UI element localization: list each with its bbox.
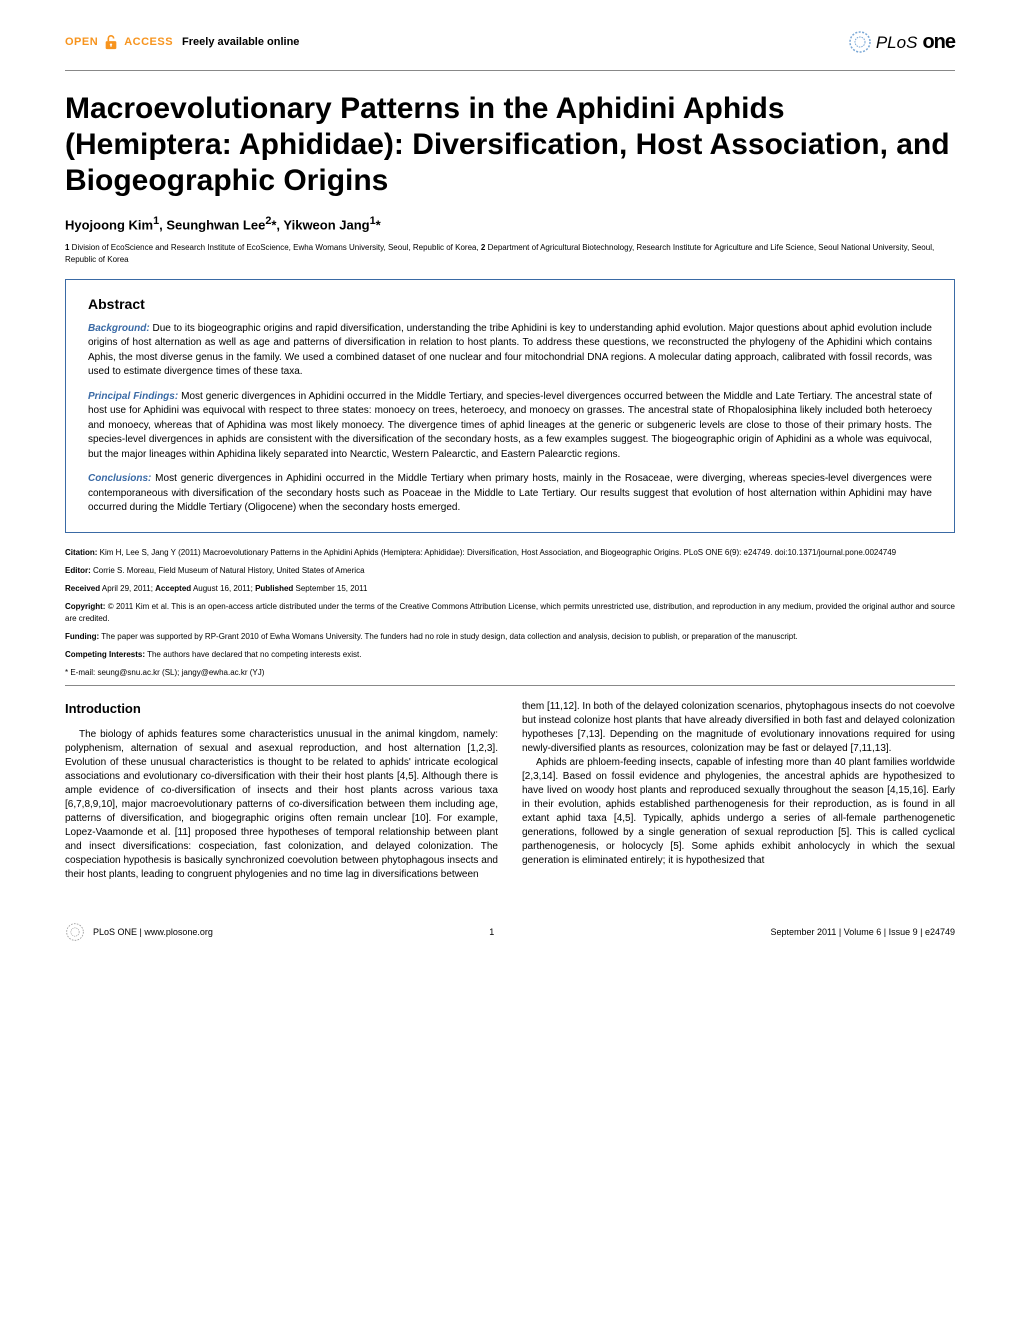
editor-label: Editor: — [65, 566, 91, 575]
abstract-heading: Abstract — [88, 296, 932, 312]
top-bar: OPEN ACCESS Freely available online — [65, 30, 955, 54]
footer-journal: PLoS ONE | www.plosone.org — [93, 927, 213, 937]
affiliation-text: Division of EcoScience and Research Inst… — [72, 243, 481, 252]
page-footer: PLoS ONE | www.plosone.org 1 September 2… — [65, 922, 955, 942]
plos-one-text: PLoS one — [876, 31, 955, 54]
citation-label: Citation: — [65, 548, 97, 557]
citation-line: Citation: Kim H, Lee S, Jang Y (2011) Ma… — [65, 547, 955, 559]
affiliation-number: 1 — [65, 243, 72, 252]
abstract-section-label: Principal Findings: — [88, 391, 178, 402]
introduction-section: Introduction The biology of aphids featu… — [65, 700, 955, 882]
published-text: September 15, 2011 — [293, 584, 367, 593]
access-label: ACCESS — [124, 36, 173, 48]
intro-paragraph-3: Aphids are phloem-feeding insects, capab… — [522, 756, 955, 868]
intro-paragraph-2: them [11,12]. In both of the delayed col… — [522, 700, 955, 756]
abstract-section-label: Background: — [88, 323, 150, 334]
plos-footer-icon — [65, 922, 85, 942]
email-line: * E-mail: seung@snu.ac.kr (SL); jangy@ew… — [65, 667, 955, 679]
abstract-paragraph: Background: Due to its biogeographic ori… — [88, 322, 932, 380]
abstract-section-text: Due to its biogeographic origins and rap… — [88, 323, 932, 378]
abstract-box: Abstract Background: Due to its biogeogr… — [65, 279, 955, 533]
article-title: Macroevolutionary Patterns in the Aphidi… — [65, 91, 955, 199]
received-text: April 29, 2011; — [100, 584, 155, 593]
citation-text: Kim H, Lee S, Jang Y (2011) Macroevoluti… — [97, 548, 896, 557]
copyright-label: Copyright: — [65, 602, 105, 611]
abstract-section-text: Most generic divergences in Aphidini occ… — [88, 473, 932, 513]
intro-column-left: Introduction The biology of aphids featu… — [65, 700, 498, 882]
open-access-badge: OPEN ACCESS Freely available online — [65, 34, 299, 50]
abstract-paragraph: Conclusions: Most generic divergences in… — [88, 472, 932, 516]
header-divider — [65, 70, 955, 71]
competing-line: Competing Interests: The authors have de… — [65, 649, 955, 661]
dates-line: Received April 29, 2011; Accepted August… — [65, 583, 955, 595]
open-label: OPEN — [65, 36, 98, 48]
copyright-line: Copyright: © 2011 Kim et al. This is an … — [65, 601, 955, 625]
competing-label: Competing Interests: — [65, 650, 145, 659]
funding-label: Funding: — [65, 632, 99, 641]
footer-issue-info: September 2011 | Volume 6 | Issue 9 | e2… — [771, 927, 955, 937]
open-lock-icon — [104, 34, 118, 50]
footer-left: PLoS ONE | www.plosone.org — [65, 922, 213, 942]
intro-column-right: them [11,12]. In both of the delayed col… — [522, 700, 955, 882]
abstract-section-text: Most generic divergences in Aphidini occ… — [88, 391, 932, 460]
affiliation-number: 2 — [481, 243, 488, 252]
competing-text: The authors have declared that no compet… — [145, 650, 361, 659]
copyright-text: © 2011 Kim et al. This is an open-access… — [65, 602, 955, 623]
plos-circle-icon — [848, 30, 872, 54]
abstract-paragraph: Principal Findings: Most generic diverge… — [88, 390, 932, 463]
funding-line: Funding: The paper was supported by RP-G… — [65, 631, 955, 643]
editor-line: Editor: Corrie S. Moreau, Field Museum o… — [65, 565, 955, 577]
freely-text: Freely available online — [182, 36, 299, 48]
metadata-block: Citation: Kim H, Lee S, Jang Y (2011) Ma… — [65, 547, 955, 679]
accepted-text: August 16, 2011; — [191, 584, 255, 593]
author-list: Hyojoong Kim1, Seunghwan Lee2*, Yikweon … — [65, 215, 955, 232]
editor-text: Corrie S. Moreau, Field Museum of Natura… — [91, 566, 365, 575]
abstract-section-label: Conclusions: — [88, 473, 151, 484]
accepted-label: Accepted — [155, 584, 191, 593]
footer-page-number: 1 — [489, 927, 494, 937]
intro-paragraph-1: The biology of aphids features some char… — [65, 728, 498, 882]
meta-divider — [65, 685, 955, 686]
plos-suffix: one — [922, 31, 955, 53]
funding-text: The paper was supported by RP-Grant 2010… — [99, 632, 797, 641]
published-label: Published — [255, 584, 293, 593]
intro-heading: Introduction — [65, 700, 498, 718]
plos-one-logo: PLoS one — [848, 30, 955, 54]
affiliations: 1 Division of EcoScience and Research In… — [65, 242, 955, 264]
received-label: Received — [65, 584, 100, 593]
plos-prefix: PLoS — [876, 33, 918, 52]
